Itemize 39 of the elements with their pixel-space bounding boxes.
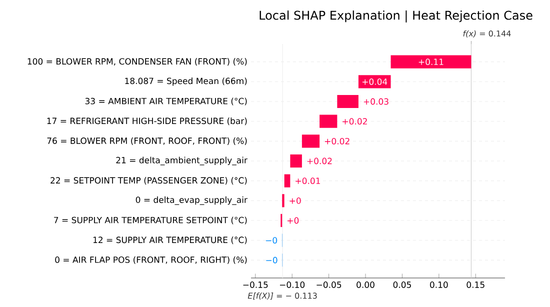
bar (290, 154, 302, 168)
y-tick-label: 0 = delta_evap_supply_air (136, 196, 248, 205)
bar (284, 174, 290, 188)
y-tick-label: 33 = AMBIENT AIR TEMPERATURE (°C) (85, 98, 247, 106)
data-label: +0.02 (324, 138, 350, 144)
data-label: +0.01 (296, 178, 320, 184)
y-tick-label: 21 = delta_ambient_supply_air (116, 156, 248, 166)
bar (302, 134, 320, 148)
x-tick-label: 0.15 (466, 282, 484, 288)
x-tick-label: −0.05 (316, 282, 342, 288)
data-label: +0.02 (342, 118, 367, 125)
y-tick-label: 100 = BLOWER RPM, CONDENSER FAN (FRONT) (%) (28, 58, 247, 66)
y-tick-label: 12 = SUPPLY AIR TEMPERATURE (°C) (93, 236, 247, 244)
data-label: +0.04 (362, 78, 388, 85)
y-tick-label: 7 = SUPPLY AIR TEMPERATURE SETPOINT (°C) (54, 216, 247, 224)
bar (390, 55, 472, 68)
x-tick-label: 0.05 (393, 282, 411, 288)
y-tick-label: 76 = BLOWER RPM (FRONT, ROOF, FRONT) (%) (47, 137, 247, 145)
data-label: +0 (288, 217, 299, 224)
ref-line-label: E[f(X)] = − 0.113 (248, 292, 317, 300)
y-tick-label: 17 = REFRIGERANT HIGH-SIDE PRESSURE (bar) (47, 118, 247, 126)
data-label: −0 (266, 256, 278, 264)
ref-line-label: f(x) = 0.144 (463, 30, 511, 38)
x-tick-label: −0.15 (243, 282, 268, 288)
chart-title: Local SHAP Explanation | Heat Rejection Case (260, 10, 532, 22)
y-tick-label: 18.087 = Speed Mean (66m) (125, 78, 247, 86)
x-tick-label: 0.00 (356, 282, 374, 288)
data-label: +0 (290, 197, 301, 204)
y-tick-label: 22 = SETPOINT TEMP (PASSENGER ZONE) (°C) (50, 177, 247, 185)
data-label: +0.03 (364, 98, 388, 105)
bar (358, 75, 391, 88)
data-label: +0.02 (307, 158, 332, 164)
bar (320, 114, 338, 128)
x-tick-label: 0.10 (430, 282, 448, 288)
x-tick-label: −0.10 (280, 282, 305, 288)
y-tick-label: 0 = AIR FLAP POS (FRONT, ROOF, RIGHT) (%) (55, 256, 247, 264)
data-label: −0 (266, 237, 278, 244)
data-label: +0.11 (418, 58, 444, 66)
bar (337, 94, 358, 108)
